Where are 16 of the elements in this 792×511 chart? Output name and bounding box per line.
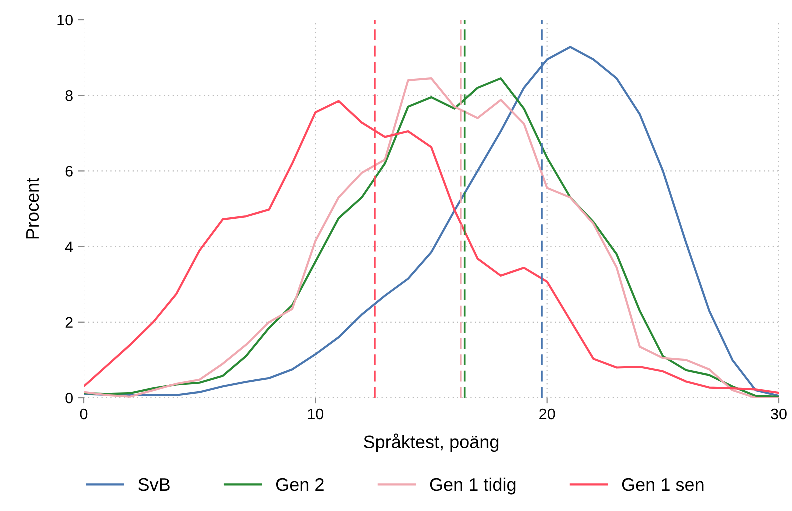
legend-label: Gen 2: [276, 478, 324, 492]
y-tick-label: 6: [66, 166, 73, 177]
y-tick-label: 2: [66, 317, 73, 328]
legend-label: Gen 1 tidig: [430, 478, 516, 495]
x-tick-label: 0: [80, 408, 88, 420]
y-tick-label: 8: [66, 90, 73, 102]
legend-label: SvB: [138, 478, 170, 492]
y-tick-label: 0: [66, 392, 73, 404]
y-tick-label: 10: [58, 14, 73, 26]
y-tick-label: 4: [65, 242, 74, 252]
x-tick-label: 10: [308, 408, 324, 420]
legend-label: Gen 1 sen: [622, 478, 704, 492]
x-tick-label: 30: [771, 408, 787, 420]
x-axis-title: Språktest, poäng: [364, 434, 499, 452]
x-tick-label: 20: [540, 408, 556, 420]
y-axis-title: Procent: [26, 178, 40, 239]
